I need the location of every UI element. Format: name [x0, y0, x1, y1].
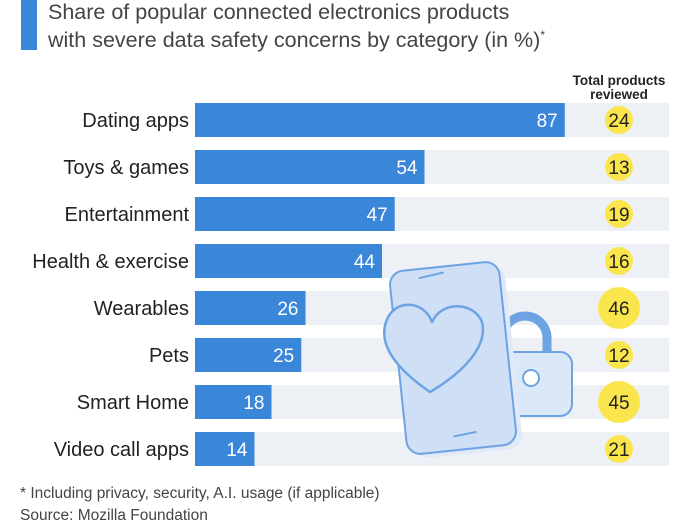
phone-speaker	[418, 271, 445, 280]
bar	[195, 244, 382, 278]
value-label: 26	[277, 299, 298, 320]
bar	[195, 432, 255, 466]
total-badge-label: 12	[608, 346, 629, 367]
source: Source: Mozilla Foundation	[20, 507, 208, 524]
total-badge	[605, 247, 633, 275]
total-badge	[598, 381, 640, 423]
value-label: 18	[243, 393, 264, 414]
category-label: Entertainment	[64, 204, 189, 226]
value-label: 44	[354, 252, 376, 273]
category-label: Health & exercise	[32, 251, 189, 273]
bar	[195, 197, 395, 231]
smartphone-heart-padlock-illustration	[383, 261, 573, 458]
category-label: Smart Home	[77, 392, 189, 414]
category-label: Toys & games	[63, 157, 189, 179]
total-badge-label: 19	[608, 205, 629, 226]
value-label: 87	[537, 111, 558, 132]
bar-chart: Dating apps Toys & games Entertainment Heal…	[32, 103, 669, 466]
total-badge	[605, 153, 633, 181]
total-badge-label: 45	[608, 393, 629, 414]
total-header-line-2: reviewed	[590, 87, 648, 102]
total-badge-label: 24	[608, 111, 630, 132]
total-badge	[598, 287, 640, 329]
category-labels: Dating apps Toys & games Entertainment Heal…	[32, 110, 189, 461]
total-badge-label: 46	[608, 299, 629, 320]
value-label: 25	[273, 346, 294, 367]
bar	[195, 150, 425, 184]
category-label: Wearables	[94, 298, 189, 320]
heart-icon	[383, 303, 485, 394]
total-badge	[605, 341, 633, 369]
bar	[195, 385, 272, 419]
value-label: 54	[396, 158, 418, 179]
bars	[195, 103, 565, 466]
bar	[195, 291, 306, 325]
category-label: Video call apps	[54, 439, 189, 461]
title-line-1: Share of popular connected electronics p…	[48, 0, 510, 24]
total-badge-label: 16	[608, 252, 629, 273]
total-badge	[605, 106, 633, 134]
category-label: Dating apps	[82, 110, 189, 132]
total-products-header: Total products reviewed	[562, 74, 676, 102]
category-label: Pets	[149, 345, 189, 367]
value-labels: 87 54 47 44 26 25 18 14	[226, 111, 557, 461]
title-line-2: with severe data safety concerns by cate…	[48, 28, 541, 52]
total-header-line-1: Total products	[572, 73, 666, 88]
total-badge	[605, 200, 633, 228]
bar	[195, 338, 302, 372]
padlock-keyhole-icon	[522, 369, 540, 387]
chart-title: Share of popular connected electronics p…	[48, 0, 668, 54]
footnote: * Including privacy, security, A.I. usag…	[20, 485, 380, 502]
phone-home-bar	[453, 431, 477, 438]
total-badge-label: 13	[608, 158, 629, 179]
total-badge	[605, 435, 633, 463]
title-accent-bar	[21, 0, 37, 50]
bar	[195, 103, 565, 137]
total-badge-label: 21	[608, 440, 629, 461]
value-label: 14	[226, 440, 248, 461]
value-label: 47	[367, 205, 388, 226]
title-footnote-marker: *	[540, 27, 546, 42]
total-badges: 24 13 19 16 46 12 45 21	[598, 106, 640, 463]
